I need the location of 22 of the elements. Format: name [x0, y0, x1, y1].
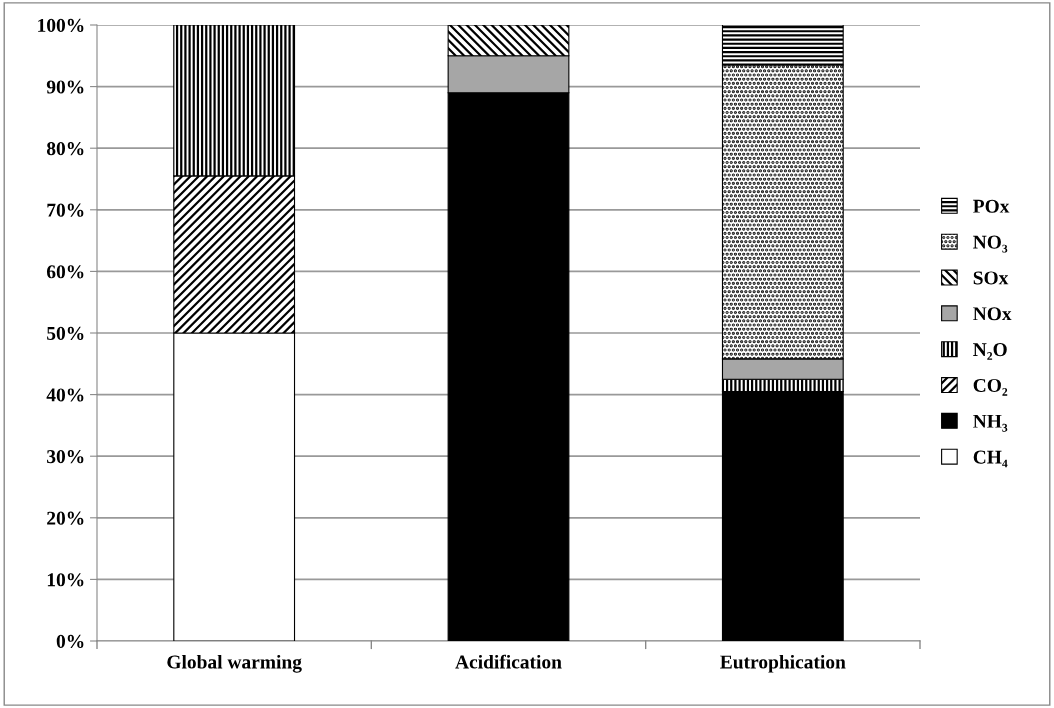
y-tick-label: 40%	[46, 388, 84, 402]
y-tick-label: 10%	[47, 573, 84, 587]
y-tick-label: 90%	[46, 80, 84, 94]
x-tick-label: Eutrophication	[720, 654, 846, 673]
y-tick-label: 30%	[47, 450, 84, 464]
legend-label: POx	[973, 199, 1010, 213]
y-tick-label: 20%	[47, 511, 84, 525]
y-tick-label: 60%	[46, 265, 84, 279]
legend-label: CH₄	[973, 450, 1008, 468]
y-tick-label: 70%	[47, 203, 84, 217]
legend-label: NO₃	[973, 235, 1008, 253]
y-tick-label: 0%	[56, 634, 84, 648]
legend-label: NOx	[973, 307, 1012, 321]
x-tick-label: Acidification	[455, 654, 562, 669]
legend-label: SOx	[973, 271, 1009, 285]
legend-label: CO₂	[973, 378, 1008, 396]
y-tick-label: 100%	[38, 18, 84, 32]
legend-label: NH₃	[973, 414, 1008, 432]
legend-label: N₂O	[973, 343, 1007, 360]
y-tick-label: 50%	[47, 326, 84, 340]
y-tick-label: 80%	[46, 142, 84, 156]
x-tick-label: Global warming	[167, 654, 302, 673]
